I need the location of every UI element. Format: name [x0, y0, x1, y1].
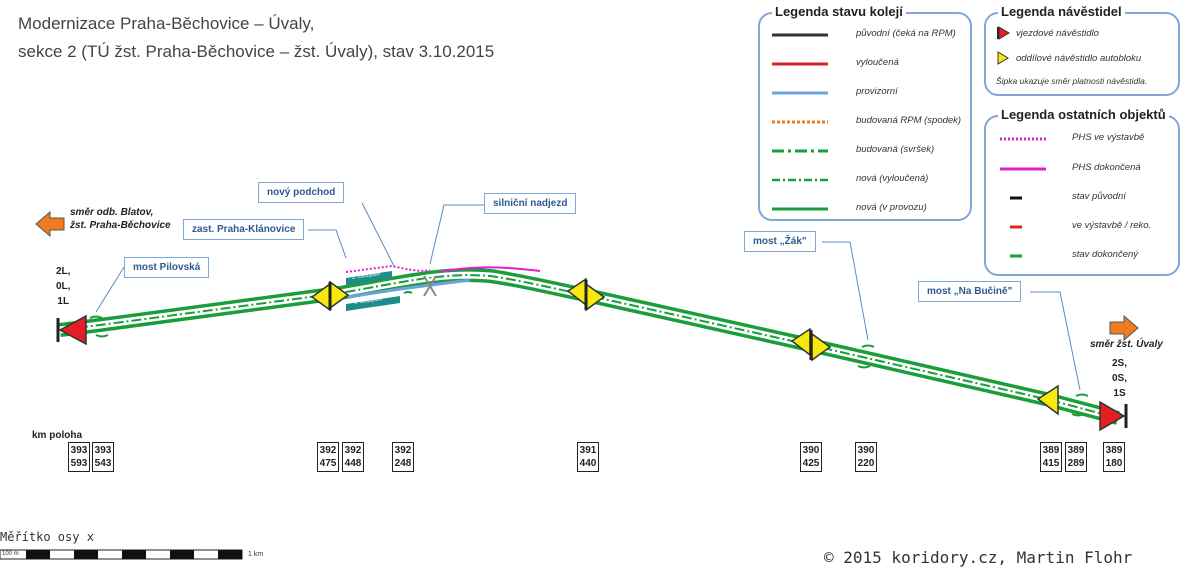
legend-phs-done-line: [1000, 167, 1046, 171]
legend-signals-note: Šipka ukazuje směr platnosti návěstidla.: [996, 76, 1148, 86]
leader-pilovska: [95, 266, 125, 313]
callout-most-bucine: most „Na Bučině": [918, 281, 1022, 302]
underpass-mark: [403, 291, 413, 294]
legend-row-rpm: budovaná RPM (spodek): [772, 115, 962, 126]
km-box: 393 543: [92, 442, 114, 472]
legend-signals-title: Legenda návěstidel: [998, 4, 1125, 19]
direction-left-line1: směr odb. Blatov,: [70, 207, 154, 218]
legend-construction-mark: [1010, 225, 1022, 229]
km-box: 391 440: [577, 442, 599, 472]
block-signal-4: [1036, 384, 1059, 416]
leader-zak: [822, 241, 869, 341]
legend-signals: Legenda návěstidel vjezdové návěstidlo o…: [984, 4, 1180, 96]
leader-nadjezd: [429, 204, 484, 265]
callout-zast-klanovice: zast. Praha-Klánovice: [183, 219, 305, 240]
leader-klanovice: [308, 229, 347, 259]
km-box: 393 593: [68, 442, 90, 472]
copyright: © 2015 koridory.cz, Martin Flohr: [824, 548, 1133, 567]
bridge-mark: [1071, 413, 1085, 417]
track-labels-right: 2S, 0S, 1S: [1112, 358, 1128, 399]
direction-arrow-right: [1109, 314, 1139, 342]
km-box: 389 289: [1065, 442, 1087, 472]
legend-row-original: původní (čeká na RPM): [772, 28, 956, 39]
legend-other: Legenda ostatních objektů PHS ve výstavb…: [984, 107, 1180, 276]
page-subtitle: sekce 2 (TÚ žst. Praha-Běchovice – žst. …: [18, 42, 495, 61]
platform-upper: [346, 271, 392, 285]
km-heading: km poloha: [32, 430, 83, 441]
scale-start-label: 100 m: [2, 551, 19, 557]
scale-bar: [0, 549, 243, 560]
phs-construction: [345, 264, 431, 273]
callout-most-zak: most „Žák": [744, 231, 816, 252]
entry-signal-icon: [997, 26, 1010, 40]
legend-signal-entry-label: vjezdové návěstidlo: [1016, 28, 1099, 39]
phs-done: [439, 266, 541, 273]
bridge-mark: [89, 315, 103, 319]
km-box: 389 180: [1103, 442, 1125, 472]
entry-signal-left: [56, 314, 87, 346]
provisional-track: [347, 278, 471, 299]
legend-row-excluded: vyloučená: [772, 57, 899, 68]
legend-original-mark: [1010, 196, 1022, 200]
legend-phs-construction-label: PHS ve výstavbě: [1072, 132, 1145, 143]
platform-lower: [346, 296, 400, 311]
legend-construction-label: ve výstavbě / reko.: [1072, 220, 1152, 231]
legend-done-mark: [1010, 254, 1022, 258]
entry-signal-right: [1099, 400, 1128, 432]
scale-title: Měřítko osy x: [0, 530, 94, 544]
bridge-mark: [857, 365, 871, 369]
block-signal-2: [566, 277, 606, 312]
direction-right: směr žst. Úvaly: [1090, 339, 1163, 350]
legend-track-title: Legenda stavu kolejí: [772, 4, 906, 19]
legend-row-building: budovaná (svršek): [772, 144, 935, 155]
bridge-mark: [1075, 393, 1089, 397]
km-box: 390 220: [855, 442, 877, 472]
legend-track-states: Legenda stavu kolejí původní (čeká na RP…: [758, 4, 972, 221]
bridge-mark: [861, 344, 875, 348]
block-signal-icon: [997, 51, 1009, 65]
km-box: 392 475: [317, 442, 339, 472]
legend-row-provisional: provizorní: [772, 86, 898, 97]
legend-row-new-excluded: nová (vyloučená): [772, 173, 929, 184]
direction-arrow-left: [35, 210, 65, 238]
callout-silnicni-nadjezd: silniční nadjezd: [484, 193, 577, 214]
legend-row-new-operation: nová (v provozu): [772, 202, 927, 213]
overpass-x2: [423, 275, 437, 297]
legend-other-title: Legenda ostatních objektů: [998, 107, 1169, 122]
page-title: Modernizace Praha-Běchovice – Úvaly,: [18, 14, 315, 33]
legend-phs-done-label: PHS dokončená: [1072, 162, 1141, 173]
leader-podchod: [361, 202, 396, 269]
km-box: 389 415: [1040, 442, 1062, 472]
callout-novy-podchod: nový podchod: [258, 182, 345, 203]
legend-done-label: stav dokončený: [1072, 249, 1139, 260]
block-signal-1: [310, 280, 350, 312]
scale-end-label: 1 km: [248, 551, 264, 558]
direction-left-line2: žst. Praha-Běchovice: [70, 220, 171, 231]
km-box: 392 248: [392, 442, 414, 472]
bridge-mark: [95, 334, 109, 338]
legend-original-label: stav původní: [1072, 191, 1126, 202]
km-box: 390 425: [800, 442, 822, 472]
callout-most-pilovska: most Pilovská: [124, 257, 210, 278]
leader-bucine: [1030, 291, 1081, 391]
legend-phs-construction-line: [1000, 137, 1046, 141]
km-box: 392 448: [342, 442, 364, 472]
track-labels-left: 2L, 0L, 1L: [56, 266, 71, 307]
block-signal-3: [790, 327, 832, 362]
legend-signal-block-label: oddílové návěstidlo autobloku: [1016, 53, 1142, 64]
